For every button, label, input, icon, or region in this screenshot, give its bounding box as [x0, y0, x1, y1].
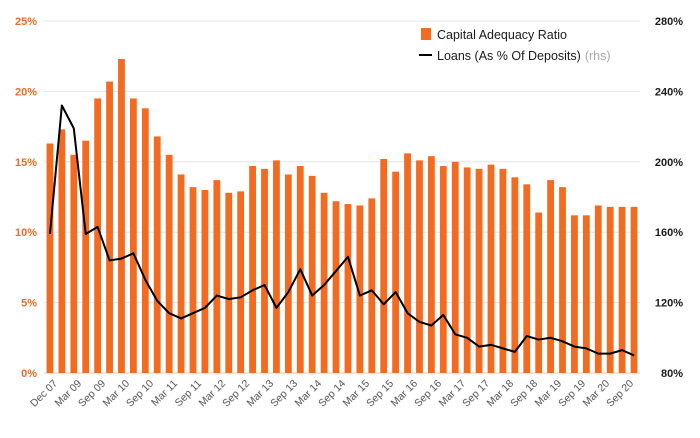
bar — [82, 140, 90, 373]
bar — [332, 201, 340, 373]
bar — [523, 184, 531, 373]
bar — [70, 154, 78, 373]
bar — [153, 136, 161, 373]
bar — [392, 171, 400, 373]
bar — [94, 98, 102, 373]
bar — [428, 156, 435, 373]
x-tick-label: Sep 20 — [604, 378, 636, 410]
y-left-tick-label: 10% — [15, 227, 37, 239]
bar — [499, 168, 507, 373]
bar — [451, 161, 459, 373]
bar — [261, 168, 268, 373]
bar — [559, 187, 566, 373]
bar — [118, 59, 125, 374]
bar — [582, 215, 590, 373]
bar — [463, 167, 471, 373]
bar — [58, 129, 66, 373]
bar — [356, 205, 364, 373]
bar — [439, 166, 447, 373]
bar — [475, 168, 483, 373]
bar — [249, 166, 256, 373]
y-right-tick-label: 160% — [655, 227, 683, 239]
bar — [344, 204, 352, 373]
bar — [225, 192, 233, 373]
bar — [606, 206, 614, 373]
bar — [320, 192, 328, 373]
bar — [511, 177, 519, 373]
y-right-tick-label: 240% — [655, 86, 683, 98]
bar — [535, 212, 543, 373]
bar — [141, 108, 149, 374]
bar — [380, 158, 388, 373]
y-left-tick-label: 20% — [15, 86, 37, 98]
y-right-tick-label: 120% — [655, 298, 683, 310]
bar — [547, 180, 554, 373]
bar-series — [46, 59, 638, 374]
bar — [594, 205, 602, 373]
y-right-tick-label: 280% — [655, 16, 683, 28]
bar — [368, 198, 376, 373]
bar — [273, 160, 280, 373]
bar — [106, 81, 113, 373]
bar — [308, 175, 316, 373]
legend-label-loans: Loans (As % Of Deposits) (rhs) — [437, 49, 611, 63]
bar — [189, 187, 197, 373]
y-left-tick-label: 25% — [15, 16, 37, 28]
loans-line — [48, 104, 635, 357]
legend-label-loans-note: (rhs) — [585, 49, 611, 63]
y-right-tick-label: 200% — [655, 157, 683, 169]
y-left-tick-label: 5% — [21, 298, 37, 310]
legend-swatch-capital-adequacy-ratio — [421, 28, 431, 40]
legend-label-capital-adequacy-ratio: Capital Adequacy Ratio — [437, 28, 567, 42]
bar — [284, 174, 292, 373]
line-series — [48, 104, 635, 357]
x-tick-label: Sep 10 — [124, 378, 156, 410]
bar — [165, 154, 173, 373]
bar — [201, 189, 209, 373]
bar — [177, 174, 185, 373]
y-right-tick-label: 80% — [661, 368, 683, 380]
y-left-tick-label: 0% — [21, 368, 37, 380]
bar — [213, 180, 221, 373]
bar — [237, 191, 245, 373]
bar — [630, 206, 638, 373]
bar — [46, 143, 54, 373]
bar — [571, 215, 578, 373]
legend-label-loans-name: Loans (As % Of Deposits) — [437, 49, 581, 63]
bar — [416, 160, 423, 373]
bar — [130, 98, 137, 373]
bar — [487, 164, 495, 373]
bar — [404, 153, 411, 373]
legend: Capital Adequacy Ratio Loans (As % Of De… — [419, 28, 611, 63]
y-left-tick-label: 15% — [15, 157, 37, 169]
bar — [618, 206, 626, 373]
